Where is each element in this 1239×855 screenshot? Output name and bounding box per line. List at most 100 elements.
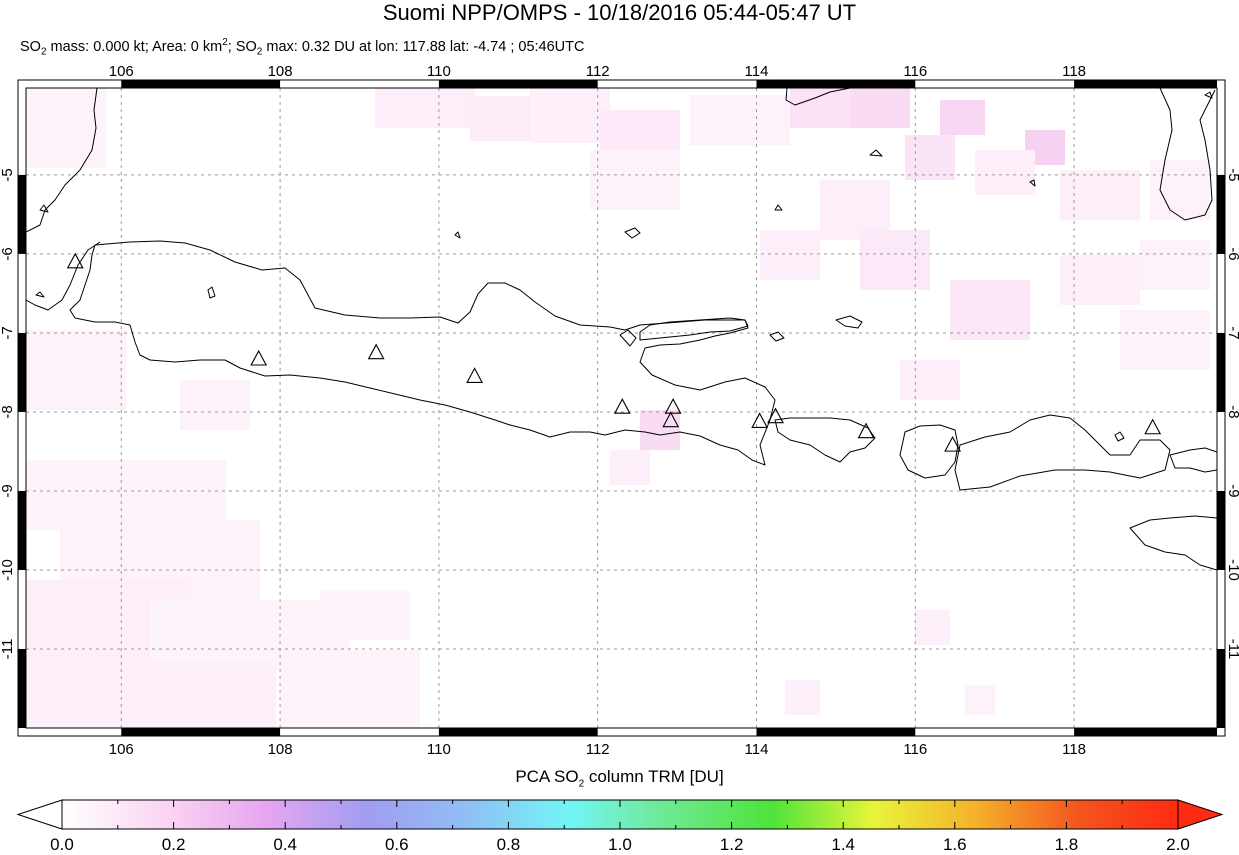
volcano-icon-9: [857, 422, 875, 439]
lon-label-bottom-2: 110: [427, 741, 451, 758]
colorbar-over-arrow: [1177, 799, 1224, 830]
map-title: Suomi NPP/OMPS - 10/18/2016 05:44-05:47 …: [382, 0, 857, 25]
graticule: [26, 88, 1217, 728]
island-5: [619, 329, 637, 347]
madura-coast: [639, 317, 749, 341]
frame-bar-right-1: [1217, 174, 1225, 254]
volcano-icon-11: [1144, 418, 1162, 435]
kalimantan-coast: [785, 88, 851, 106]
volcano-icon-10: [944, 435, 962, 452]
sumatra-south-tip: [26, 241, 101, 311]
lon-label-top-0: 106: [109, 63, 134, 80]
colorbar-label-4: 0.8: [496, 835, 521, 854]
frame-bar-top-7: [1074, 80, 1217, 88]
colorbar-label-8: 1.6: [942, 835, 967, 854]
volcano-icon-0: [66, 252, 84, 269]
volcano-icon-2: [367, 343, 385, 360]
java-coast: [69, 240, 776, 466]
lon-label-bottom-3: 112: [586, 741, 610, 758]
colorbar-label-6: 1.2: [719, 835, 744, 854]
island-1: [624, 227, 641, 239]
coastlines: [26, 88, 1217, 571]
lat-label-right-3: -8: [1225, 405, 1239, 418]
lat-label-left-1: -6: [0, 247, 16, 260]
frame-bar-right-5: [1217, 490, 1225, 570]
frame-bar-top-1: [121, 80, 281, 88]
frame-bar-top-5: [756, 80, 916, 88]
lon-label-top-4: 114: [745, 63, 769, 80]
volcano-icon-5: [664, 398, 682, 414]
island-6: [39, 204, 49, 213]
frame-bar-bottom-7: [1074, 728, 1217, 736]
colorbar-label-1: 0.2: [161, 835, 186, 854]
colorbar-label-2: 0.4: [273, 835, 298, 854]
lon-label-top-5: 116: [903, 63, 927, 80]
volcano-icon-4: [613, 398, 631, 414]
lombok-coast: [899, 424, 959, 479]
volcano-icon-6: [662, 411, 680, 428]
lon-label-top-3: 112: [586, 63, 610, 80]
lat-label-left-2: -7: [0, 326, 16, 339]
frame-bar-top-3: [438, 80, 598, 88]
lat-label-right-4: -9: [1225, 484, 1239, 497]
frame-bar-left-3: [18, 332, 26, 412]
colorbar-label-5: 1.0: [608, 835, 632, 854]
island-7: [774, 204, 783, 211]
island-11: [1114, 431, 1125, 442]
frame-bar-bottom-5: [756, 728, 916, 736]
island-10: [1204, 91, 1213, 99]
lon-label-bottom-5: 116: [903, 741, 927, 758]
island-9: [1029, 179, 1036, 187]
volcano-icon-7: [751, 412, 769, 428]
colorbar-under-arrow: [16, 799, 63, 830]
frame-bar-left-5: [18, 490, 26, 570]
lon-label-top-2: 110: [427, 63, 451, 80]
frame-bar-left-1: [18, 174, 26, 254]
frame-bar-right-3: [1217, 332, 1225, 412]
sumatra-coast: [26, 88, 98, 233]
island-13: [769, 331, 785, 342]
colorbar-label-0: 0.0: [50, 835, 74, 854]
sumba-coast: [1129, 515, 1217, 571]
lon-label-top-1: 108: [268, 63, 293, 80]
lat-label-left-6: -11: [0, 639, 16, 660]
lat-label-left-0: -5: [0, 168, 16, 181]
bali-coast: [774, 417, 876, 463]
lon-label-bottom-6: 118: [1062, 741, 1086, 758]
frame-bar-right-7: [1217, 648, 1225, 728]
frame-bar-bottom-1: [121, 728, 281, 736]
island-2: [835, 315, 863, 329]
island-4: [454, 231, 461, 239]
lat-label-right-1: -6: [1225, 247, 1239, 260]
colorbar-label-3: 0.6: [384, 835, 409, 854]
lon-label-bottom-0: 106: [109, 741, 134, 758]
sumbawa-coast: [954, 414, 1171, 491]
colorbar-label-10: 2.0: [1166, 835, 1190, 854]
colorbar-title: PCA SO2 column TRM [DU]: [515, 767, 724, 790]
lat-label-right-0: -5: [1225, 168, 1239, 181]
volcano-icon-1: [250, 349, 268, 366]
frame-ticks: [18, 80, 1225, 736]
colorbar: [16, 799, 1224, 830]
island-8: [869, 149, 883, 157]
so2-pixels: [26, 88, 1210, 728]
island-12: [35, 291, 45, 298]
lat-label-right-6: -11: [1225, 639, 1239, 660]
frame-bar-bottom-3: [438, 728, 598, 736]
lon-label-top-6: 118: [1062, 63, 1086, 80]
lat-label-left-3: -8: [0, 405, 16, 418]
flores-coast: [1169, 447, 1217, 473]
volcano-icon-3: [466, 367, 484, 383]
island-3: [207, 286, 216, 299]
colorbar-label-7: 1.4: [831, 835, 856, 854]
lon-label-bottom-4: 114: [745, 741, 769, 758]
volcano-markers: [66, 252, 1162, 452]
volcano-icon-8: [767, 407, 784, 424]
sulawesi-coast: [1159, 88, 1216, 221]
lat-label-right-2: -7: [1225, 326, 1239, 339]
lat-label-left-4: -9: [0, 484, 16, 497]
colorbar-ticks: [61, 800, 1179, 829]
so2-summary: SO2 mass: 0.000 kt; Area: 0 km2; SO2 max…: [20, 37, 585, 58]
colorbar-label-9: 1.8: [1054, 835, 1079, 854]
